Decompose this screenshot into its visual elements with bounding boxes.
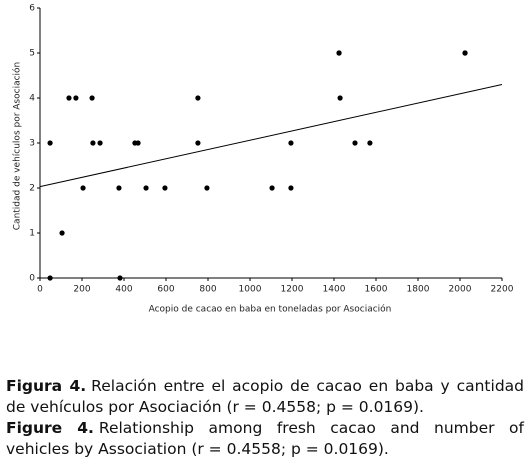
point [288,185,294,191]
point [336,50,342,56]
chart: Acopio de cacao en baba en toneladas por… [12,4,514,315]
y-tick-label: 0 [29,274,35,284]
point [135,140,141,146]
caption-label: Figura 4. [6,377,87,395]
point [73,95,79,101]
x-tick-label: 600 [157,285,174,295]
point [116,185,122,191]
x-tick-label: 1200 [281,285,304,295]
x-tick-label: 1800 [407,285,430,295]
y-tick-label: 4 [29,94,35,104]
x-tick-label: 0 [37,285,43,295]
point [195,95,201,101]
point [90,140,96,146]
y-axis-label: Cantidad de vehículos por Asociación [12,62,23,230]
caption-label: Figure 4. [6,419,94,437]
y-tick-label: 6 [29,4,35,14]
y-tick-label: 1 [29,229,35,239]
point [269,185,275,191]
point [367,140,373,146]
x-tick-label: 2000 [449,285,472,295]
x-axis-label: Acopio de cacao en baba en toneladas por… [149,304,392,315]
point [462,50,468,56]
y-tick-label: 5 [29,49,35,59]
x-tick-label: 200 [73,285,90,295]
point [288,140,294,146]
captions: Figura 4. Relación entre el acopio de cac… [6,376,524,460]
x-tick-label: 800 [199,285,216,295]
x-tick-label: 400 [115,285,132,295]
caption-text: Relación entre el acopio de cacao en bab… [6,377,524,416]
point [47,140,53,146]
point [59,230,65,236]
caption: Figura 4. Relación entre el acopio de cac… [6,376,524,418]
point [97,140,103,146]
point [117,275,123,281]
point [89,95,95,101]
x-tick-label: 2200 [491,285,514,295]
point [204,185,210,191]
caption-text: Relationship among fresh cacao and numbe… [6,419,525,458]
y-tick-label: 2 [29,184,35,194]
point [195,140,201,146]
point [162,185,168,191]
caption: Figure 4. Relationship among fresh cacao … [6,418,524,460]
y-tick-label: 3 [29,139,35,149]
point [80,185,86,191]
fit-line [39,84,503,188]
point [337,95,343,101]
point [47,275,53,281]
point [66,95,72,101]
point [352,140,358,146]
point [143,185,149,191]
x-tick-label: 1600 [365,285,388,295]
x-tick-label: 1400 [323,285,346,295]
x-tick-label: 1000 [239,285,262,295]
